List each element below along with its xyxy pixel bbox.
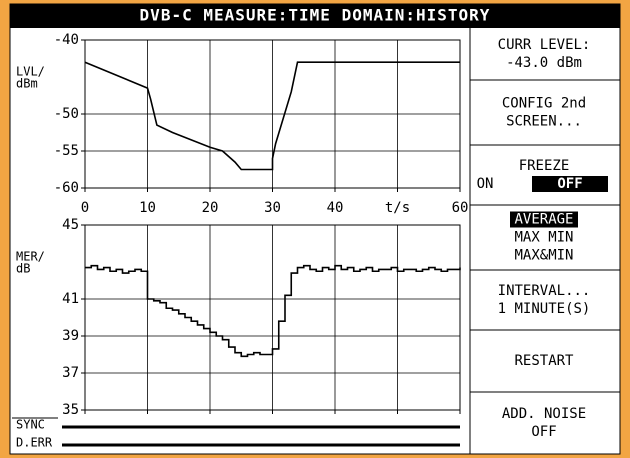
display — [9, 3, 621, 455]
y-tick-label: 41 — [62, 291, 79, 307]
x-tick-label: 40 — [327, 200, 344, 216]
softkey-text: MAX MIN — [514, 230, 573, 246]
y-axis-label: LVL/ — [16, 65, 45, 79]
y-tick-label: -55 — [54, 143, 79, 159]
softkey-text: CURR LEVEL: — [498, 37, 591, 53]
softkey-text: AVERAGE — [514, 212, 573, 228]
x-tick-label: 20 — [202, 200, 219, 216]
y-axis-label: dB — [16, 262, 30, 276]
y-axis-label: dBm — [16, 77, 38, 91]
softkey-text: OFF — [531, 424, 556, 440]
x-tick-label: t/s — [385, 200, 410, 216]
softkey-text: INTERVAL... — [498, 283, 591, 299]
option-text: OFF — [557, 176, 582, 192]
softkey[interactable] — [471, 393, 619, 453]
softkey-text: MAX&MIN — [514, 248, 573, 264]
status-label: D.ERR — [16, 436, 53, 450]
y-tick-label: -40 — [54, 32, 79, 48]
y-tick-label: -50 — [54, 106, 79, 122]
softkey-text: ADD. NOISE — [502, 406, 586, 422]
y-tick-label: -60 — [54, 180, 79, 196]
softkey-text: RESTART — [514, 353, 574, 369]
data-line — [85, 264, 461, 358]
softkey-text: -43.0 dBm — [506, 55, 582, 71]
data-line — [84, 61, 460, 171]
softkey[interactable] — [471, 271, 619, 329]
softkey[interactable] — [471, 146, 619, 204]
x-tick-label: 30 — [264, 200, 281, 216]
x-tick-label: 0 — [81, 200, 89, 216]
status-label: SYNC — [16, 418, 45, 432]
softkey-text: 1 MINUTE(S) — [498, 301, 591, 317]
y-tick-label: 35 — [62, 402, 79, 418]
selected-highlight — [532, 176, 608, 192]
option-text: ON — [477, 176, 494, 192]
y-tick-label: 39 — [62, 328, 79, 344]
title: DVB-C MEASURE:TIME DOMAIN:HISTORY — [140, 6, 491, 25]
y-tick-label: 45 — [62, 217, 79, 233]
softkey-text: FREEZE — [519, 158, 570, 174]
selected-highlight — [510, 211, 578, 228]
y-axis-label: MER/ — [16, 250, 45, 264]
softkey-text: SCREEN... — [506, 114, 582, 130]
title-bar — [10, 4, 620, 28]
y-tick-label: 37 — [62, 365, 79, 381]
x-tick-label: 60 — [452, 200, 469, 216]
x-tick-label: 10 — [139, 200, 156, 216]
softkey[interactable] — [471, 81, 619, 144]
softkey-text: CONFIG 2nd — [502, 96, 586, 112]
